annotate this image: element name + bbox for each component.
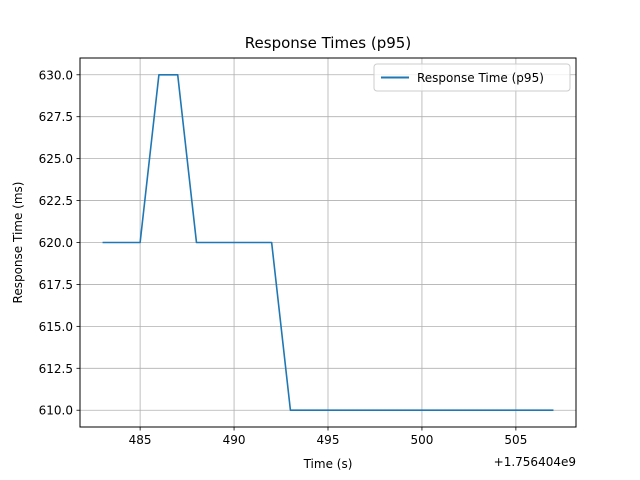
legend: Response Time (p95) (373, 63, 571, 92)
plot-area (102, 73, 554, 412)
y-tick-label: 615.0 (39, 320, 73, 334)
y-axis: 610.0 612.5 615.0 617.5 620.0 622.5 625.0 627.5… (39, 68, 80, 418)
x-tick-label: 495 (317, 433, 340, 447)
x-axis-offset-label: +1.756404e9 (494, 455, 576, 469)
y-tick-label: 617.5 (39, 278, 73, 292)
x-tick-label: 500 (410, 433, 433, 447)
grid (80, 58, 576, 427)
legend-box (373, 63, 571, 92)
y-tick-label: 627.5 (39, 110, 73, 124)
y-tick-label: 622.5 (39, 194, 73, 208)
y-axis-label: Response Time (ms) (11, 182, 25, 304)
x-axis-label: Time (s) (303, 457, 353, 471)
y-tick-label: 620.0 (39, 236, 73, 250)
y-tick-label: 630.0 (39, 68, 73, 82)
y-tick-label: 610.0 (39, 404, 73, 418)
chart-title: Response Times (p95) (245, 34, 411, 52)
y-tick-label: 612.5 (39, 362, 73, 376)
y-tick-label: 625.0 (39, 152, 73, 166)
series-line-response-time (102, 73, 554, 412)
x-tick-label: 505 (504, 433, 527, 447)
x-tick-label: 490 (223, 433, 246, 447)
x-tick-label: 485 (129, 433, 152, 447)
x-axis: 485 490 495 500 505 (129, 427, 527, 447)
legend-label: Response Time (p95) (417, 71, 544, 85)
